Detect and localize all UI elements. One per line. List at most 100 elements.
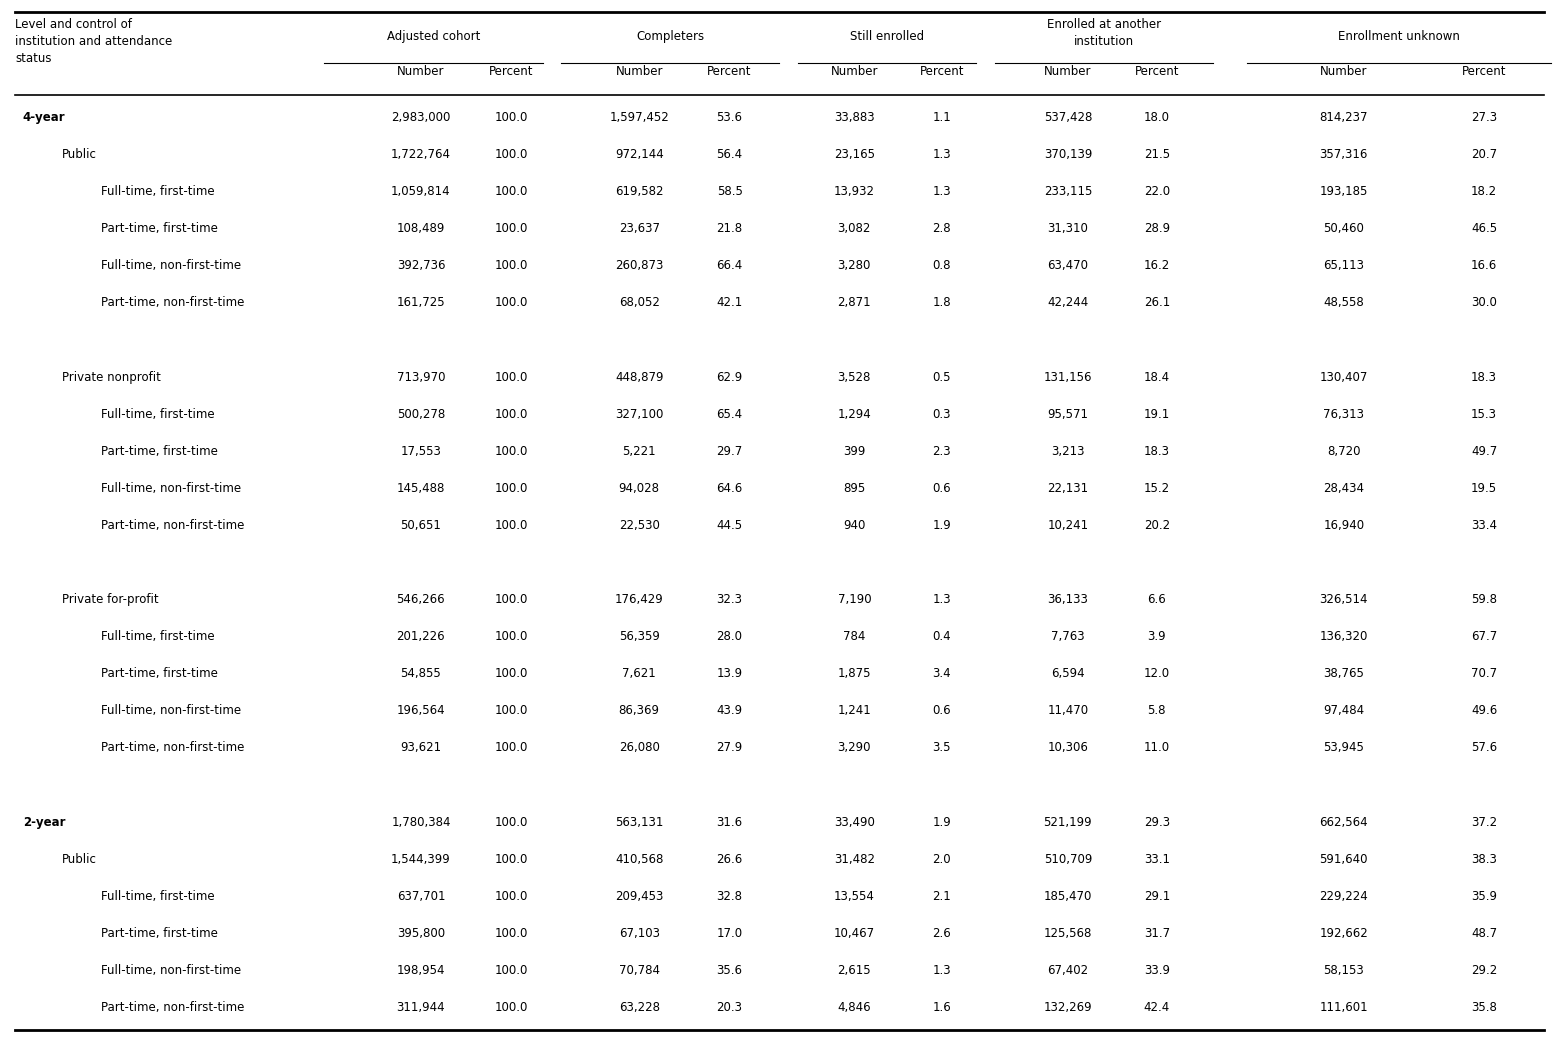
Text: 18.4: 18.4	[1144, 370, 1169, 384]
Text: 22,530: 22,530	[619, 519, 659, 532]
Text: 0.6: 0.6	[932, 482, 951, 494]
Text: 28,434: 28,434	[1324, 482, 1364, 494]
Text: 100.0: 100.0	[494, 370, 529, 384]
Text: 3.4: 3.4	[932, 668, 951, 680]
Text: 0.3: 0.3	[932, 408, 951, 420]
Text: Part-time, first-time: Part-time, first-time	[101, 668, 218, 680]
Text: 100.0: 100.0	[494, 482, 529, 494]
Text: 357,316: 357,316	[1319, 148, 1369, 161]
Text: 192,662: 192,662	[1319, 927, 1369, 940]
Text: 2.6: 2.6	[932, 927, 951, 940]
Text: 1.6: 1.6	[932, 1001, 951, 1014]
Text: 940: 940	[843, 519, 865, 532]
Text: 35.6: 35.6	[717, 964, 742, 977]
Text: 100.0: 100.0	[494, 593, 529, 606]
Text: Enrolled at another: Enrolled at another	[1046, 18, 1161, 31]
Text: Full-time, non-first-time: Full-time, non-first-time	[101, 704, 242, 718]
Text: 20.2: 20.2	[1144, 519, 1169, 532]
Text: 66.4: 66.4	[717, 260, 742, 272]
Text: 814,237: 814,237	[1319, 111, 1369, 124]
Text: Percent: Percent	[1462, 65, 1506, 78]
Text: 63,228: 63,228	[619, 1001, 659, 1014]
Text: 4-year: 4-year	[23, 111, 65, 124]
Text: 8,720: 8,720	[1327, 444, 1361, 458]
Text: 537,428: 537,428	[1043, 111, 1093, 124]
Text: 31,482: 31,482	[834, 852, 875, 866]
Text: Enrollment unknown: Enrollment unknown	[1338, 30, 1461, 43]
Text: 3,213: 3,213	[1051, 444, 1085, 458]
Text: 1.1: 1.1	[932, 111, 951, 124]
Text: 35.8: 35.8	[1472, 1001, 1497, 1014]
Text: 97,484: 97,484	[1324, 704, 1364, 718]
Text: Public: Public	[62, 148, 97, 161]
Text: 563,131: 563,131	[614, 816, 664, 828]
Text: 4,846: 4,846	[837, 1001, 871, 1014]
Text: 100.0: 100.0	[494, 816, 529, 828]
Text: 94,028: 94,028	[619, 482, 659, 494]
Text: 49.7: 49.7	[1472, 444, 1497, 458]
Text: Full-time, first-time: Full-time, first-time	[101, 890, 215, 903]
Text: 29.1: 29.1	[1144, 890, 1169, 903]
Text: 1.3: 1.3	[932, 964, 951, 977]
Text: 26,080: 26,080	[619, 742, 659, 754]
Text: Number: Number	[398, 65, 444, 78]
Text: 33.1: 33.1	[1144, 852, 1169, 866]
Text: Number: Number	[1320, 65, 1367, 78]
Text: Part-time, non-first-time: Part-time, non-first-time	[101, 296, 245, 310]
Text: 100.0: 100.0	[494, 444, 529, 458]
Text: 198,954: 198,954	[396, 964, 446, 977]
Text: 510,709: 510,709	[1043, 852, 1093, 866]
Text: 86,369: 86,369	[619, 704, 659, 718]
Text: 1,059,814: 1,059,814	[391, 186, 451, 198]
Text: 64.6: 64.6	[717, 482, 742, 494]
Text: 48.7: 48.7	[1472, 927, 1497, 940]
Text: 713,970: 713,970	[396, 370, 446, 384]
Text: 100.0: 100.0	[494, 222, 529, 236]
Text: 56.4: 56.4	[717, 148, 742, 161]
Text: 10,467: 10,467	[834, 927, 875, 940]
Text: 49.6: 49.6	[1472, 704, 1497, 718]
Text: 100.0: 100.0	[494, 260, 529, 272]
Text: institution: institution	[1074, 35, 1133, 48]
Text: Number: Number	[616, 65, 663, 78]
Text: 399: 399	[843, 444, 865, 458]
Text: 500,278: 500,278	[398, 408, 444, 420]
Text: 10,241: 10,241	[1048, 519, 1088, 532]
Text: 7,621: 7,621	[622, 668, 656, 680]
Text: Private for-profit: Private for-profit	[62, 593, 159, 606]
Text: 895: 895	[843, 482, 865, 494]
Text: 1.3: 1.3	[932, 148, 951, 161]
Text: 2.8: 2.8	[932, 222, 951, 236]
Text: 1.9: 1.9	[932, 816, 951, 828]
Text: 161,725: 161,725	[396, 296, 446, 310]
Text: 591,640: 591,640	[1319, 852, 1369, 866]
Text: Percent: Percent	[920, 65, 963, 78]
Text: 1.8: 1.8	[932, 296, 951, 310]
Text: 36,133: 36,133	[1048, 593, 1088, 606]
Text: 38,765: 38,765	[1324, 668, 1364, 680]
Text: 50,651: 50,651	[401, 519, 441, 532]
Text: 2,871: 2,871	[837, 296, 871, 310]
Text: 176,429: 176,429	[614, 593, 664, 606]
Text: 100.0: 100.0	[494, 148, 529, 161]
Text: 100.0: 100.0	[494, 519, 529, 532]
Text: 1,241: 1,241	[837, 704, 871, 718]
Text: 10,306: 10,306	[1048, 742, 1088, 754]
Text: 15.2: 15.2	[1144, 482, 1169, 494]
Text: 65,113: 65,113	[1324, 260, 1364, 272]
Text: 70,784: 70,784	[619, 964, 659, 977]
Text: Adjusted cohort: Adjusted cohort	[387, 30, 480, 43]
Text: 13,932: 13,932	[834, 186, 875, 198]
Text: Part-time, non-first-time: Part-time, non-first-time	[101, 1001, 245, 1014]
Text: status: status	[16, 52, 51, 65]
Text: 100.0: 100.0	[494, 296, 529, 310]
Text: 145,488: 145,488	[396, 482, 446, 494]
Text: 521,199: 521,199	[1043, 816, 1093, 828]
Text: 100.0: 100.0	[494, 111, 529, 124]
Text: 410,568: 410,568	[614, 852, 664, 866]
Text: 17,553: 17,553	[401, 444, 441, 458]
Text: 11.0: 11.0	[1144, 742, 1169, 754]
Text: 2,615: 2,615	[837, 964, 871, 977]
Text: 30.0: 30.0	[1472, 296, 1497, 310]
Text: 546,266: 546,266	[396, 593, 446, 606]
